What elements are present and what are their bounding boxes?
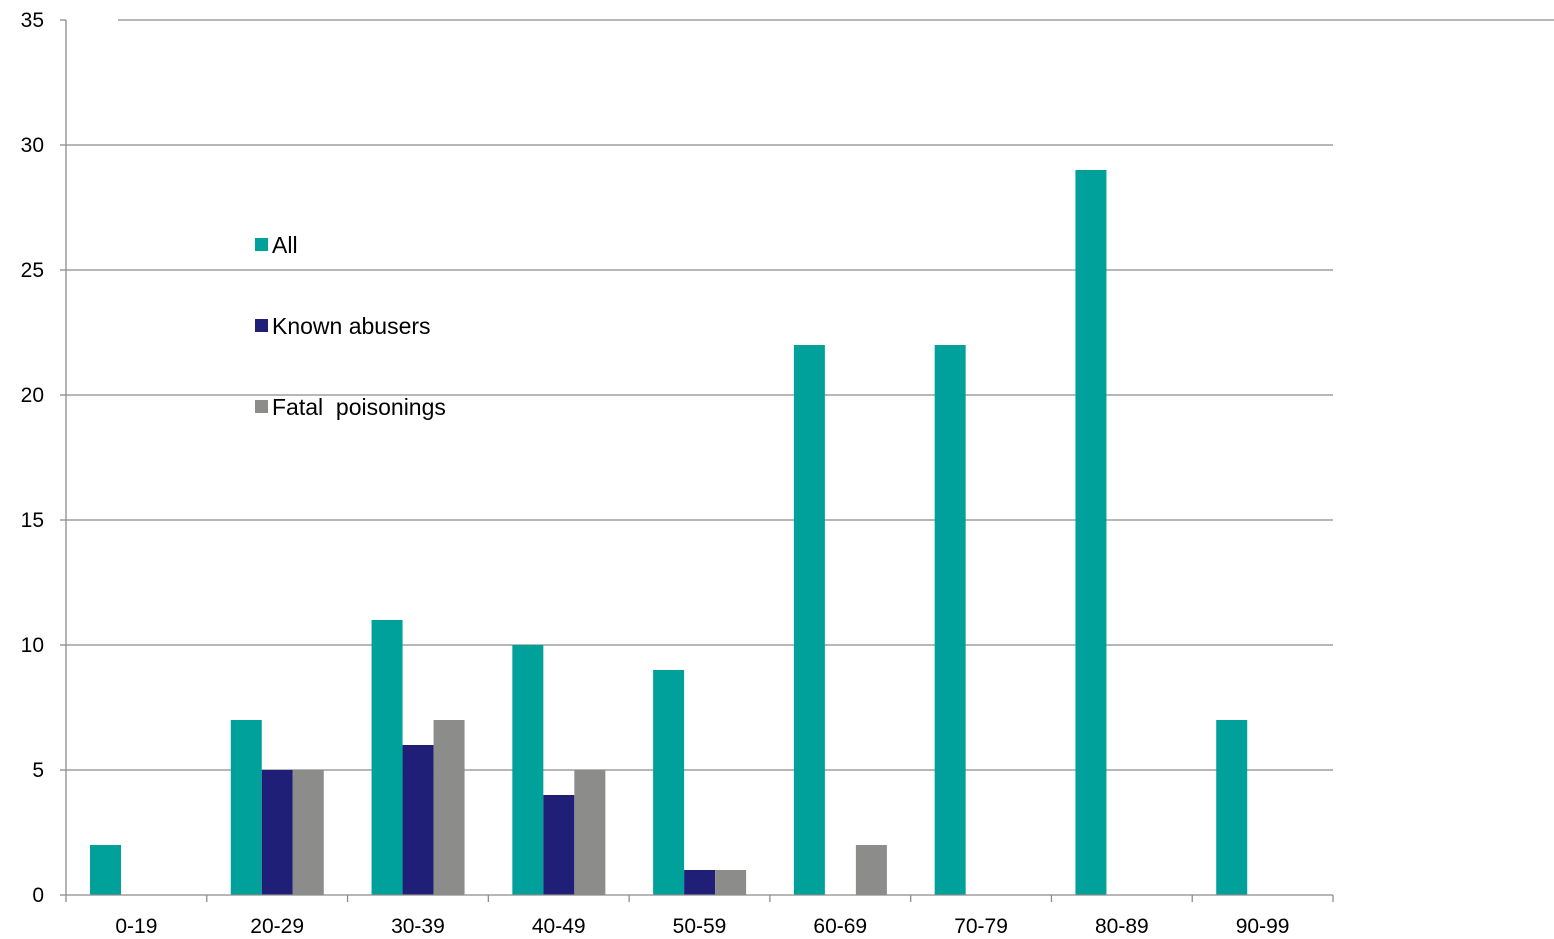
bar-fatal-poisonings-50-59 xyxy=(715,870,747,895)
bar-all-0-19 xyxy=(90,845,121,895)
bar-fatal-poisonings-20-29 xyxy=(292,770,324,895)
bar-known-abusers-30-39 xyxy=(402,745,434,895)
bar-fatal-poisonings-60-69 xyxy=(855,845,887,895)
y-tick-label: 25 xyxy=(21,259,44,282)
bar-all-80-89 xyxy=(1075,170,1107,895)
x-axis-tick-labels: 0-19 20-29 30-39 40-49 50-59 60-69 70-79 80-89 9… xyxy=(115,915,1289,938)
x-tick-label: 30-39 xyxy=(391,915,445,938)
x-tick-label: 40-49 xyxy=(532,915,586,938)
bar-all-90-99 xyxy=(1216,720,1248,895)
y-tick-label: 0 xyxy=(32,884,44,907)
y-tick-label: 20 xyxy=(21,384,44,407)
bar-known-abusers-40-49 xyxy=(543,795,575,895)
legend-label-known-abusers: Known abusers xyxy=(272,313,431,339)
legend-swatch-all xyxy=(255,238,268,251)
bar-all-70-79 xyxy=(934,345,966,895)
legend-swatch-known-abusers xyxy=(255,319,268,332)
bar-all-60-69 xyxy=(793,345,825,895)
axes xyxy=(60,19,1334,902)
bar-known-abusers-20-29 xyxy=(261,770,293,895)
bar-fatal-poisonings-40-49 xyxy=(574,770,606,895)
gridlines xyxy=(66,19,1554,771)
bar-all-20-29 xyxy=(230,720,262,895)
legend-label-fatal-poisonings: Fatal poisonings xyxy=(272,394,446,420)
x-tick-label: 50-59 xyxy=(673,915,727,938)
bars xyxy=(90,170,1248,895)
bar-known-abusers-50-59 xyxy=(684,870,716,895)
x-tick-label: 80-89 xyxy=(1095,915,1149,938)
x-tick-label: 70-79 xyxy=(954,915,1008,938)
y-tick-label: 5 xyxy=(32,759,44,782)
legend: All Known abusers Fatal poisonings xyxy=(255,232,446,420)
x-tick-label: 20-29 xyxy=(250,915,304,938)
bar-all-40-49 xyxy=(512,645,544,895)
y-tick-label: 10 xyxy=(21,634,44,657)
bar-all-30-39 xyxy=(371,620,403,895)
x-tick-label: 60-69 xyxy=(813,915,867,938)
y-tick-label: 30 xyxy=(21,134,44,157)
x-tick-label: 90-99 xyxy=(1236,915,1290,938)
y-tick-label: 35 xyxy=(21,9,44,32)
legend-swatch-fatal-poisonings xyxy=(255,400,268,413)
bar-fatal-poisonings-30-39 xyxy=(433,720,465,895)
legend-label-all: All xyxy=(272,232,298,258)
bar-all-50-59 xyxy=(653,670,685,895)
y-tick-label: 15 xyxy=(21,509,44,532)
x-tick-label: 0-19 xyxy=(115,915,157,938)
y-axis-tick-labels: 0 5 10 15 20 25 30 35 xyxy=(21,9,44,907)
